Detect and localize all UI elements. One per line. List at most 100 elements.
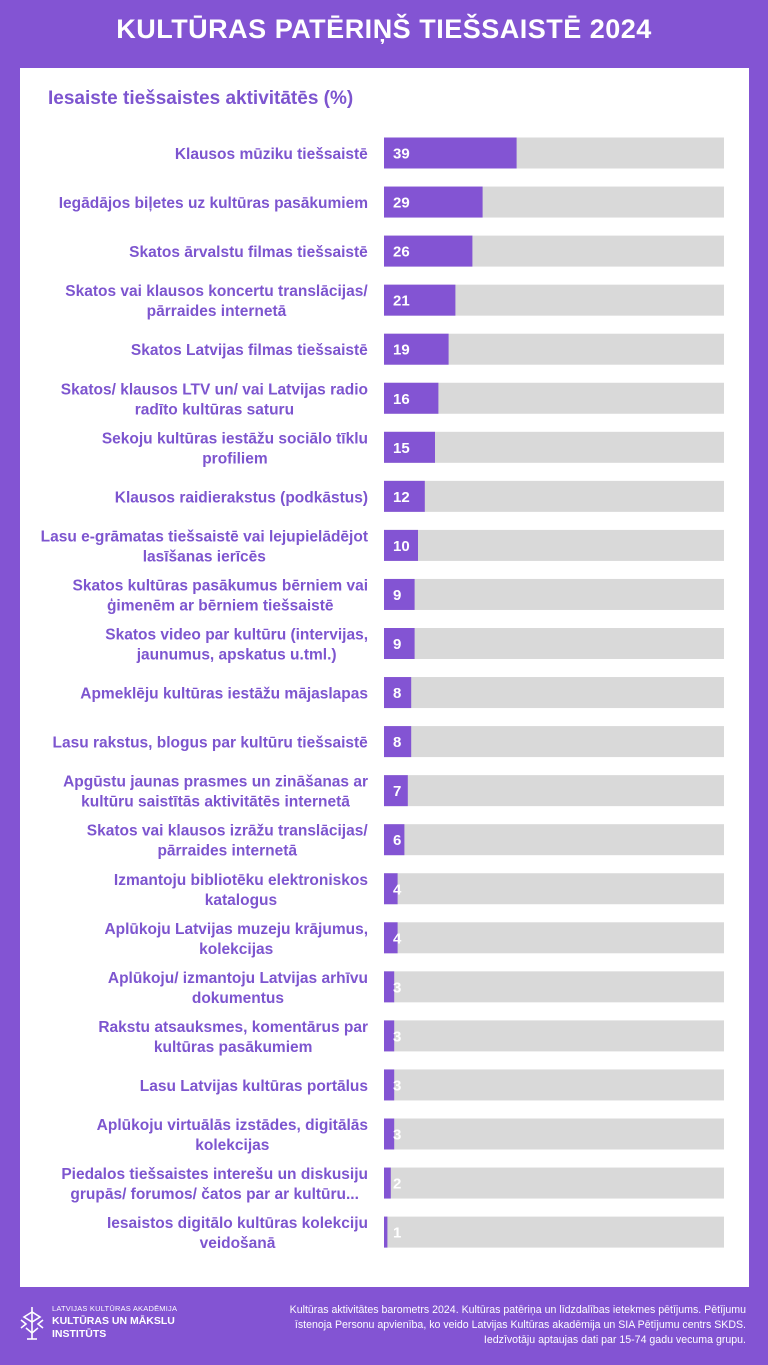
bar-value-label: 26: [393, 244, 410, 261]
bar-value-label: 15: [393, 440, 410, 457]
bar-track: [384, 628, 724, 659]
logo-academy-text: LATVIJAS KULTŪRAS AKADĒMIJA: [52, 1304, 178, 1313]
bar-value-label: 21: [393, 293, 410, 310]
bar-track: [384, 1020, 724, 1052]
category-label: Skatos kultūras pasākumus bērniem vai ģim…: [73, 577, 368, 614]
category-label-line: Sekoju kultūras iestāžu sociālo tīklu: [102, 430, 368, 447]
bar-value-label: 8: [393, 734, 401, 751]
institute-logo-icon: [20, 1307, 44, 1340]
bar-value-label: 19: [393, 342, 410, 359]
bar-value-label: 1: [393, 1225, 401, 1242]
category-label-line: Lasu rakstus, blogus par kultūru tiešsai…: [53, 735, 369, 752]
category-label: Rakstu atsauksmes, komentārus par kultūra…: [98, 1019, 368, 1056]
bar-value-label: 3: [393, 1077, 401, 1094]
category-label: Sekoju kultūras iestāžu sociālo tīklu pro…: [102, 430, 368, 467]
source-note-line: īstenoja Personu apvienība, ko veido Lat…: [294, 1319, 746, 1331]
category-label-line: Izmantoju bibliotēku elektroniskos: [114, 872, 368, 889]
page-title: KULTŪRAS PATĒRIŅŠ TIEŠSAISTĒ 2024: [116, 14, 652, 44]
category-label-line: Klausos raidierakstus (podkāstus): [115, 489, 368, 506]
bar: [384, 578, 415, 610]
category-label: Aplūkoju virtuālās izstādes, digitālās ko…: [97, 1117, 368, 1154]
institute-logo: LATVIJAS KULTŪRAS AKADĒMIJA KULTŪRAS UN …: [18, 1302, 198, 1346]
category-label: Aplūkoju Latvijas muzeju krājumus, kolekc…: [104, 921, 368, 958]
logo-line-1: KULTŪRAS UN MĀKSLU: [52, 1315, 175, 1327]
source-note-line: Iedzīvotāju aptaujas dati par 15-74 gadu…: [483, 1334, 746, 1346]
bar-track: [384, 726, 724, 758]
category-label: Skatos video par kultūru (intervijas, jau…: [105, 627, 368, 664]
category-label-line: kolekcijas: [199, 941, 273, 958]
bar: [384, 677, 412, 709]
bar-track: [384, 1167, 724, 1199]
bar-value-label: 10: [393, 538, 410, 555]
category-label-line: lasīšanas ierīcēs: [143, 548, 266, 565]
bar-value-label: 4: [393, 881, 402, 898]
bar-value-label: 29: [393, 195, 410, 212]
bar-track: [384, 578, 724, 610]
bar: [384, 1216, 388, 1248]
category-label-line: Skatos kultūras pasākumus bērniem vai: [73, 577, 368, 594]
category-label-line: grupās/ forumos/ čatos par ar kultūru...: [70, 1186, 359, 1203]
category-label-line: Klausos mūziku tiešsaistē: [175, 146, 368, 163]
bar-value-label: 39: [393, 146, 410, 163]
category-label-line: Lasu Latvijas kultūras portālus: [140, 1078, 368, 1095]
category-label-line: Skatos vai klausos izrāžu translācijas/: [87, 823, 369, 840]
bar-value-label: 9: [393, 636, 401, 653]
bar: [384, 922, 398, 954]
bar-value-label: 3: [393, 1028, 401, 1045]
bar-value-label: 9: [393, 587, 401, 604]
bar: [384, 382, 439, 414]
bar-value-label: 12: [393, 489, 410, 506]
category-label-line: kultūru saistītās aktivitātēs internetā: [81, 794, 350, 811]
bar: [384, 1118, 395, 1150]
category-label-line: Aplūkoju/ izmantoju Latvijas arhīvu: [108, 970, 368, 987]
chart-subtitle: Iesaiste tiešsaistes aktivitātēs (%): [48, 88, 354, 109]
bar-track: [384, 529, 724, 561]
category-label-line: Skatos video par kultūru (intervijas,: [105, 627, 368, 644]
bar-value-label: 4: [393, 930, 402, 947]
category-label-line: Aplūkoju Latvijas muzeju krājumus,: [104, 921, 368, 938]
bar-value-label: 8: [393, 685, 401, 702]
category-label-line: radīto kultūras saturu: [135, 401, 294, 418]
category-label: Apgūstu jaunas prasmes un zināšanas ar ku…: [63, 774, 368, 811]
bar-track: [384, 1069, 724, 1101]
category-label: Lasu Latvijas kultūras portālus: [140, 1078, 368, 1095]
category-label: Klausos mūziku tiešsaistē: [175, 146, 368, 163]
category-label-line: profiliem: [202, 450, 267, 467]
category-label: Lasu rakstus, blogus par kultūru tiešsai…: [53, 735, 369, 752]
bar: [384, 1020, 395, 1052]
bar: [384, 628, 415, 659]
bar-track: [384, 824, 724, 856]
category-label: Piedalos tiešsaistes interešu un diskusi…: [61, 1166, 368, 1203]
bar-track: [384, 873, 724, 905]
bar-value-label: 3: [393, 979, 401, 996]
category-label-line: kolekcijas: [195, 1137, 269, 1154]
category-label-line: katalogus: [205, 892, 277, 909]
category-label: Izmantoju bibliotēku elektroniskos katalo…: [114, 872, 368, 909]
category-label: Klausos raidierakstus (podkāstus): [115, 489, 368, 506]
category-label-line: jaunumus, apskatus u.tml.): [136, 647, 337, 664]
bar: [384, 873, 398, 905]
category-label-line: Skatos Latvijas filmas tiešsaistē: [131, 342, 368, 359]
category-label: Skatos/ klausos LTV un/ vai Latvijas rad…: [61, 381, 368, 418]
source-note: Kultūras aktivitātes barometrs 2024. Kul…: [186, 1303, 746, 1348]
bar-track: [384, 1118, 724, 1150]
bar: [384, 480, 425, 512]
category-label-line: Iegādājos biļetes uz kultūras pasākumiem: [59, 195, 368, 212]
category-label-line: veidošanā: [200, 1235, 276, 1252]
category-label-line: kultūras pasākumiem: [154, 1039, 313, 1056]
category-label-line: Iesaistos digitālo kultūras kolekciju: [107, 1215, 368, 1232]
bar-track: [384, 775, 724, 807]
bar: [384, 431, 435, 463]
bar: [384, 284, 456, 316]
bar: [384, 1167, 391, 1199]
category-label-line: Lasu e-grāmatas tiešsaistē vai lejupielā…: [41, 528, 368, 545]
category-label-line: Rakstu atsauksmes, komentārus par: [98, 1019, 368, 1036]
bar-track: [384, 971, 724, 1003]
category-label-line: dokumentus: [192, 990, 284, 1007]
chart-panel: Iesaiste tiešsaistes aktivitātēs (%) 39 K…: [20, 68, 749, 1287]
category-label-line: Piedalos tiešsaistes interešu un diskusi…: [61, 1166, 368, 1183]
bar-track: [384, 480, 724, 512]
bar: [384, 971, 395, 1003]
bar-track: [384, 382, 724, 414]
